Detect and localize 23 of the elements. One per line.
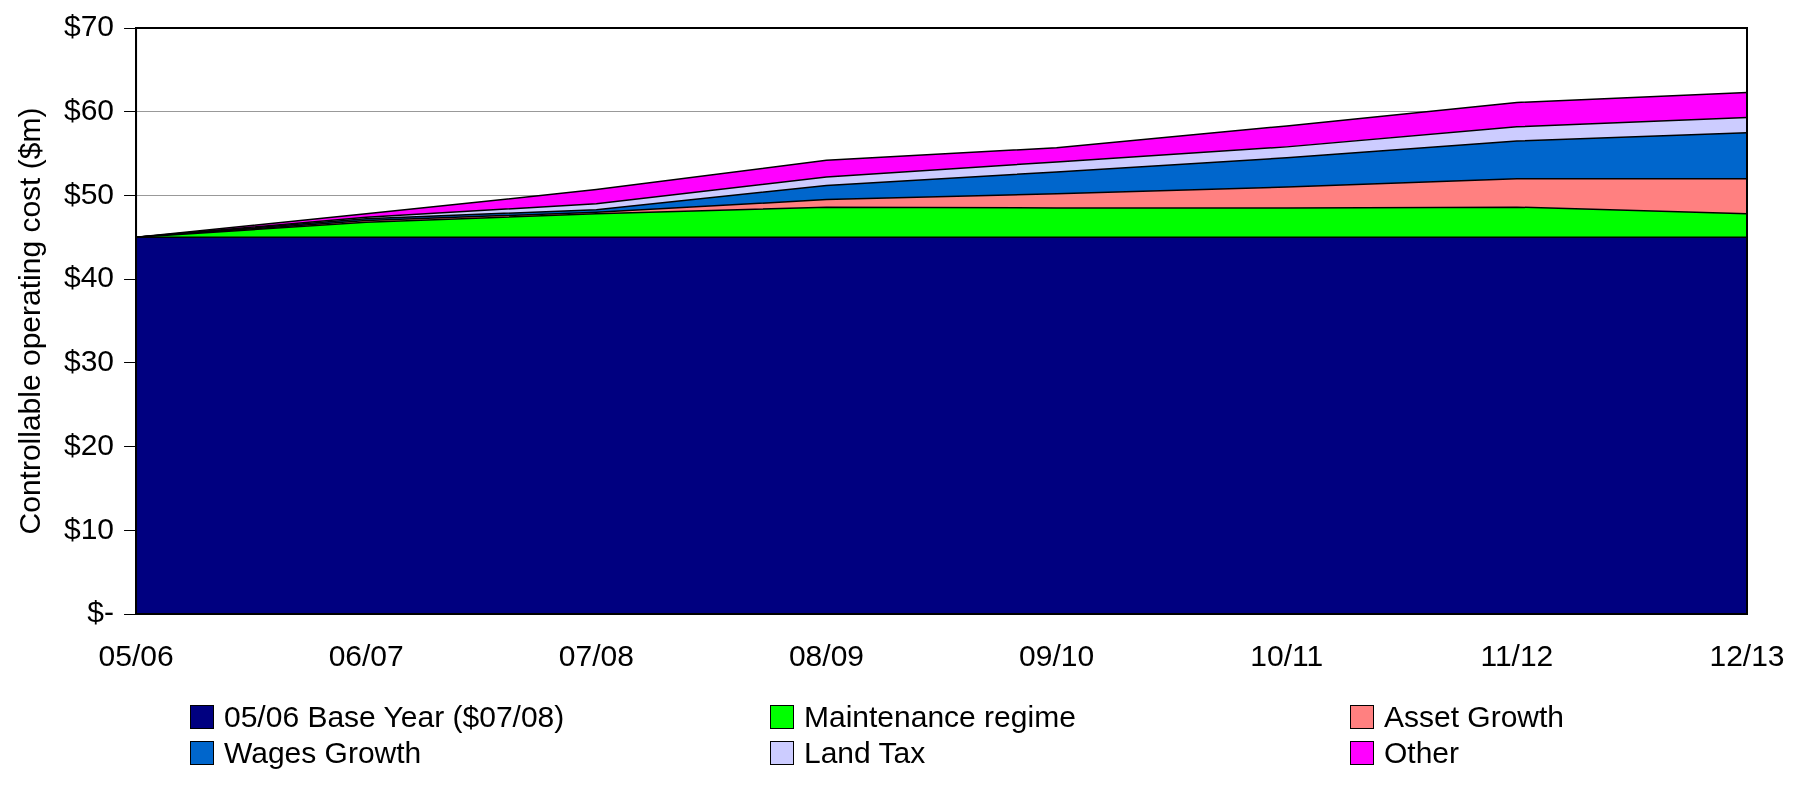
x-tick-label: 08/09	[788, 639, 864, 673]
x-tick-label: 06/07	[328, 639, 404, 673]
y-tick-label: $70	[63, 9, 115, 43]
legend-label: 05/06 Base Year ($07/08)	[224, 700, 565, 734]
y-tick-label: $40	[63, 260, 115, 294]
y-tick-label: $-	[87, 595, 115, 629]
x-tick-label: 11/12	[1480, 639, 1554, 673]
y-tick-label: $30	[63, 344, 115, 378]
y-tick-label: $50	[63, 176, 115, 210]
legend-label: Wages Growth	[224, 736, 422, 770]
y-tick-label: $60	[63, 92, 115, 126]
y-axis-title: Controllable operating cost ($m)	[13, 107, 47, 535]
legend-label: Other	[1384, 736, 1460, 770]
legend-label: Land Tax	[804, 736, 926, 770]
legend-label: Asset Growth	[1384, 700, 1565, 734]
y-tick-label: $20	[63, 427, 115, 461]
x-tick-label: 09/10	[1019, 639, 1095, 673]
y-tick-label: $10	[63, 511, 115, 545]
x-tick-label: 10/11	[1250, 639, 1324, 673]
x-tick-label: 07/08	[558, 639, 634, 673]
x-tick-label: 05/06	[98, 639, 174, 673]
x-tick-label: 12/13	[1709, 639, 1785, 673]
legend-label: Maintenance regime	[804, 700, 1076, 734]
